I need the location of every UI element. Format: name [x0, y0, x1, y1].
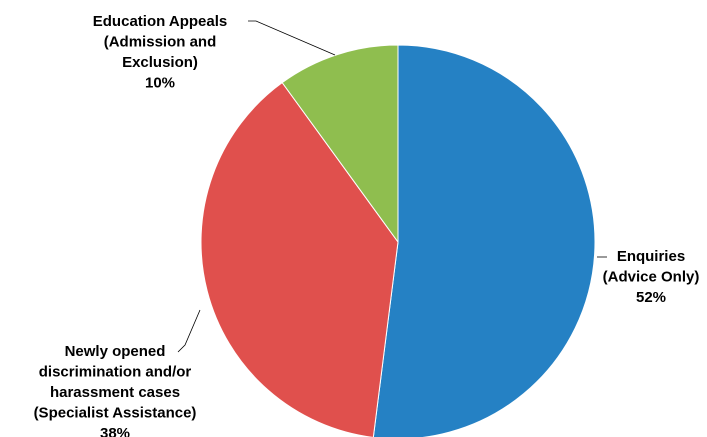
slice-label: (Specialist Assistance)	[34, 404, 197, 421]
leader-line	[248, 20, 336, 56]
slice-label: discrimination and/or	[39, 363, 192, 380]
slice-label: Newly opened	[65, 343, 166, 360]
slice-label: harassment cases	[50, 384, 180, 401]
value-label: 52%	[636, 289, 666, 306]
pie-slice	[281, 44, 399, 244]
pie-slice	[372, 44, 596, 437]
pie-slice	[200, 81, 399, 437]
slice-label: (Admission and	[104, 33, 217, 50]
slice-label: Exclusion)	[122, 54, 198, 71]
slice-label: (Advice Only)	[603, 268, 700, 285]
leader-line	[177, 309, 201, 353]
value-label: 10%	[145, 74, 175, 91]
slice-label: Enquiries	[617, 248, 685, 265]
slice-label: Education Appeals	[93, 13, 227, 30]
value-label: 38%	[100, 425, 130, 437]
